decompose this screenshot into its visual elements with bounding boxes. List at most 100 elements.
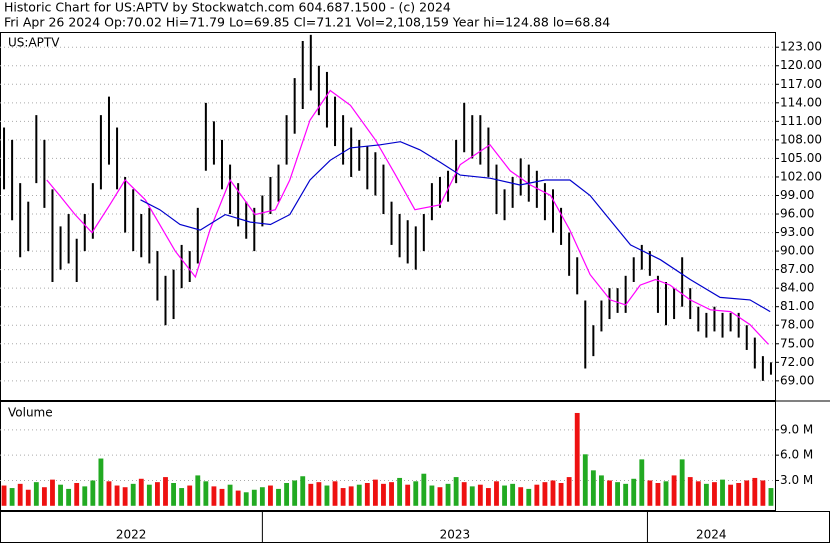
- volume-bar: [671, 475, 677, 506]
- volume-bar: [518, 487, 524, 506]
- y-tick-label: 6.0 M: [780, 448, 813, 462]
- volume-bar: [429, 485, 435, 506]
- volume-bar: [469, 486, 475, 506]
- volume-bar: [599, 475, 604, 506]
- y-tick-label: 78.00: [780, 318, 814, 332]
- volume-bar: [324, 485, 330, 506]
- volume-bar: [712, 482, 717, 506]
- volume-bar: [268, 485, 273, 506]
- volume-bar: [316, 482, 322, 506]
- moving-average: [46, 89, 769, 345]
- volume-bar: [752, 477, 758, 506]
- volume-bar: [485, 488, 491, 506]
- volume-bar: [615, 482, 620, 506]
- volume-bar: [171, 483, 176, 506]
- volume-bar: [623, 483, 629, 506]
- volume-bar: [251, 489, 257, 506]
- volume-bar: [582, 454, 588, 506]
- volume-bar: [235, 490, 241, 506]
- volume-bar: [308, 483, 314, 506]
- y-tick-label: 99.00: [780, 188, 814, 202]
- y-tick-label: 69.00: [780, 373, 814, 387]
- volume-bar: [98, 458, 104, 506]
- y-tick-label: 3.0 M: [780, 473, 813, 487]
- chart-subtitle: Fri Apr 26 2024 Op:70.02 Hi=71.79 Lo=69.…: [4, 15, 610, 30]
- volume-bar: [421, 473, 427, 506]
- y-tick-label: 111.00: [780, 114, 822, 128]
- volume-bar: [146, 484, 152, 506]
- volume-bar: [33, 482, 39, 506]
- volume-bar: [550, 480, 556, 506]
- y-tick-label: 108.00: [780, 132, 822, 146]
- y-tick-label: 84.00: [780, 281, 814, 295]
- volume-bar: [66, 488, 72, 506]
- y-tick-label: 120.00: [780, 58, 822, 72]
- volume-bar: [574, 412, 580, 506]
- y-tick-label: 81.00: [780, 299, 814, 313]
- chart-title: Historic Chart for US:APTV by Stockwatch…: [4, 0, 451, 15]
- volume-bar: [348, 486, 354, 506]
- x-tick-label: 2022: [116, 528, 147, 542]
- volume-bar: [558, 483, 564, 506]
- volume-bar: [453, 477, 459, 506]
- volume-bar: [50, 479, 55, 506]
- volume-bar: [647, 480, 653, 506]
- volume-bar: [437, 487, 443, 506]
- volume-bar: [219, 488, 225, 506]
- volume-bar: [389, 482, 394, 506]
- volume-bar: [768, 488, 774, 506]
- volume-bar: [445, 483, 451, 506]
- volume-bar: [631, 478, 637, 506]
- volume-bar: [259, 487, 265, 506]
- volume-bar: [9, 488, 15, 506]
- volume-bar: [502, 485, 507, 506]
- volume-bar: [413, 481, 419, 506]
- y-tick-label: 114.00: [780, 95, 822, 109]
- volume-bar: [494, 481, 499, 506]
- volume-bar: [58, 484, 63, 506]
- volume-bar: [728, 484, 734, 506]
- volume-bar: [138, 478, 144, 506]
- volume-bar: [203, 481, 209, 506]
- volume-bar: [163, 477, 168, 506]
- y-tick-label: 90.00: [780, 244, 814, 258]
- volume-bar: [130, 483, 136, 506]
- volume-bar: [736, 483, 742, 506]
- x-tick-label: 2024: [696, 528, 727, 542]
- volume-bar: [679, 459, 685, 506]
- volume-bar: [179, 488, 185, 506]
- volume-label: Volume: [8, 406, 53, 420]
- volume-bar: [276, 488, 281, 506]
- volume-bar: [510, 483, 516, 506]
- volume-bar: [74, 483, 80, 506]
- moving-average: [140, 141, 771, 313]
- y-tick-label: 123.00: [780, 40, 822, 54]
- y-tick-label: 117.00: [780, 77, 822, 91]
- y-tick-label: 75.00: [780, 336, 814, 350]
- volume-bar: [332, 481, 338, 506]
- volume-bar: [639, 459, 645, 506]
- volume-bar: [90, 480, 96, 506]
- y-tick-label: 102.00: [780, 169, 822, 183]
- volume-bar: [687, 477, 693, 506]
- volume-bar: [526, 488, 532, 506]
- y-tick-label: 9.0 M: [780, 422, 813, 436]
- volume-bar: [477, 484, 483, 506]
- volume-bar: [744, 480, 750, 506]
- volume-bar: [364, 483, 370, 506]
- volume-bar: [695, 481, 701, 506]
- volume-bar: [122, 487, 128, 506]
- volume-bar: [106, 481, 112, 506]
- volume-bar: [243, 492, 249, 506]
- volume-bar: [461, 482, 467, 506]
- volume-bar: [82, 486, 88, 506]
- y-tick-label: 87.00: [780, 262, 814, 276]
- volume-bar: [542, 482, 548, 506]
- volume-bar: [300, 476, 306, 506]
- volume-bar: [41, 487, 47, 506]
- volume-bar: [405, 484, 411, 506]
- y-tick-label: 105.00: [780, 151, 822, 165]
- y-tick-label: 93.00: [780, 225, 814, 239]
